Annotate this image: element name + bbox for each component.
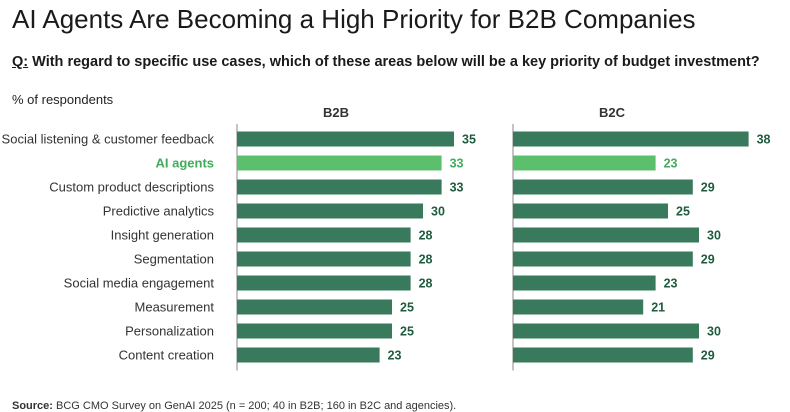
bar-b2c-predictive-analytics — [513, 203, 668, 219]
value-label-b2b-insight-generation: 28 — [419, 229, 433, 243]
category-label-predictive-analytics: Predictive analytics — [103, 204, 215, 219]
category-label-social-media-engagement: Social media engagement — [64, 276, 215, 291]
bar-b2c-personalization — [513, 323, 699, 339]
panel-title-b2b: B2B — [323, 105, 349, 120]
question-text: With regard to specific use cases, which… — [28, 54, 760, 70]
bar-b2b-measurement — [237, 299, 392, 315]
value-label-b2c-social-listening-and-customer-feedback: 38 — [757, 133, 771, 147]
unit-label: % of respondents — [12, 92, 114, 107]
value-label-b2c-measurement: 21 — [651, 301, 665, 315]
value-label-b2b-personalization: 25 — [400, 325, 414, 339]
source-prefix: Source: — [12, 400, 53, 412]
question-prefix: Q: — [12, 54, 29, 70]
bar-b2c-ai-agents — [513, 155, 656, 171]
category-label-insight-generation: Insight generation — [111, 228, 214, 243]
bar-b2b-content-creation — [237, 347, 380, 363]
value-label-b2b-segmentation: 28 — [419, 253, 433, 267]
chart-title: AI Agents Are Becoming a High Priority f… — [12, 4, 696, 34]
bar-b2c-segmentation — [513, 251, 693, 267]
category-label-content-creation: Content creation — [119, 348, 214, 363]
bar-b2b-social-listening-and-customer-feedback — [237, 131, 454, 147]
bar-b2b-predictive-analytics — [237, 203, 423, 219]
value-label-b2c-predictive-analytics: 25 — [676, 205, 690, 219]
bar-b2c-social-listening-and-customer-feedback — [513, 131, 749, 147]
category-label-social-listening-and-customer-feedback: Social listening & customer feedback — [2, 132, 215, 147]
value-label-b2b-social-listening-and-customer-feedback: 35 — [462, 133, 476, 147]
bar-b2c-custom-product-descriptions — [513, 179, 693, 195]
source-text: BCG CMO Survey on GenAI 2025 (n = 200; 4… — [52, 400, 457, 412]
category-label-personalization: Personalization — [125, 324, 214, 339]
value-label-b2b-predictive-analytics: 30 — [431, 205, 445, 219]
bar-b2c-social-media-engagement — [513, 275, 656, 291]
category-label-segmentation: Segmentation — [134, 252, 214, 267]
bar-b2b-personalization — [237, 323, 392, 339]
value-label-b2c-custom-product-descriptions: 29 — [701, 181, 715, 195]
value-label-b2c-content-creation: 29 — [701, 349, 715, 363]
value-label-b2b-content-creation: 23 — [388, 349, 402, 363]
category-label-measurement: Measurement — [135, 300, 215, 315]
value-label-b2c-social-media-engagement: 23 — [664, 277, 678, 291]
bar-b2c-insight-generation — [513, 227, 699, 243]
bar-b2c-content-creation — [513, 347, 693, 363]
bar-b2b-custom-product-descriptions — [237, 179, 442, 195]
bar-b2c-measurement — [513, 299, 644, 315]
value-label-b2b-social-media-engagement: 28 — [419, 277, 433, 291]
bar-b2b-social-media-engagement — [237, 275, 411, 291]
bar-b2b-insight-generation — [237, 227, 411, 243]
value-label-b2c-segmentation: 29 — [701, 253, 715, 267]
bar-b2b-ai-agents — [237, 155, 442, 171]
value-label-b2c-ai-agents: 23 — [664, 157, 678, 171]
panel-title-b2c: B2C — [599, 105, 626, 120]
value-label-b2b-measurement: 25 — [400, 301, 414, 315]
value-label-b2b-custom-product-descriptions: 33 — [450, 181, 464, 195]
category-label-ai-agents: AI agents — [155, 156, 214, 171]
source-note: Source: BCG CMO Survey on GenAI 2025 (n … — [12, 400, 456, 412]
survey-question: Q: With regard to specific use cases, wh… — [12, 54, 760, 70]
value-label-b2c-insight-generation: 30 — [707, 229, 721, 243]
value-label-b2c-personalization: 30 — [707, 325, 721, 339]
category-label-custom-product-descriptions: Custom product descriptions — [49, 180, 214, 195]
value-label-b2b-ai-agents: 33 — [450, 157, 464, 171]
bar-b2b-segmentation — [237, 251, 411, 267]
bar-chart: Social listening & customer feedback AI a… — [2, 105, 771, 371]
